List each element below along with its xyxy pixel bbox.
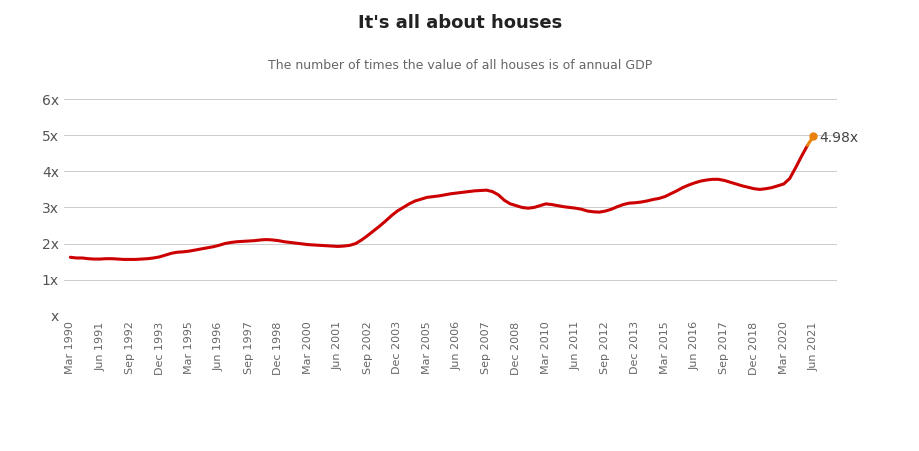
Text: It's all about houses: It's all about houses — [357, 14, 562, 32]
Text: The number of times the value of all houses is of annual GDP: The number of times the value of all hou… — [267, 59, 652, 72]
Text: 4.98x: 4.98x — [819, 131, 857, 145]
